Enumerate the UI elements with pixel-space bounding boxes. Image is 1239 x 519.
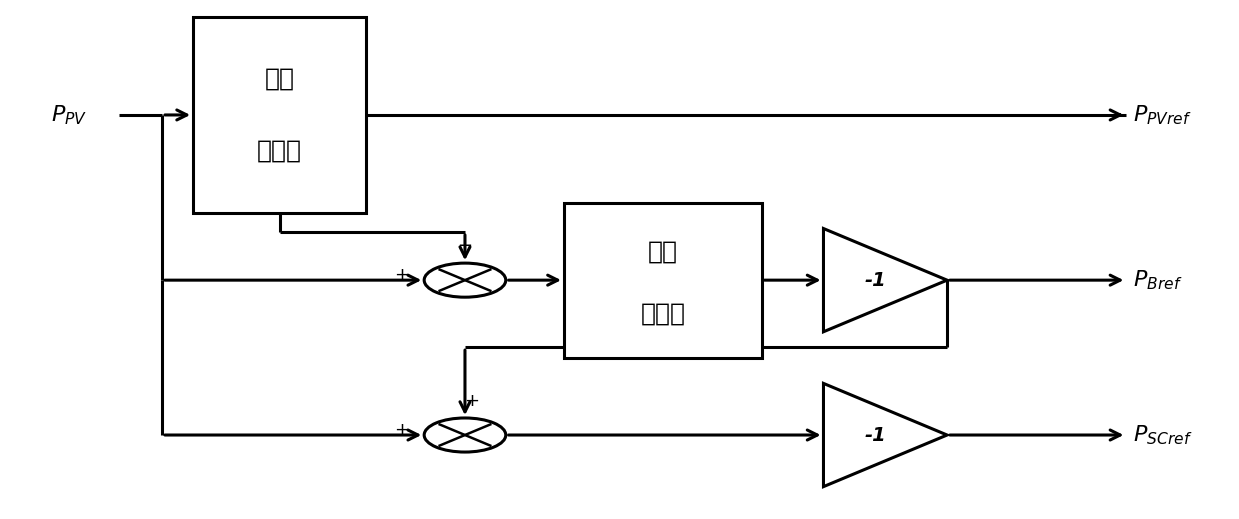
Bar: [564, 203, 762, 358]
Text: $P_{SCref}$: $P_{SCref}$: [1132, 423, 1192, 447]
Polygon shape: [824, 384, 947, 487]
Text: $P_{PV}$: $P_{PV}$: [51, 103, 87, 127]
Polygon shape: [824, 228, 947, 332]
Text: 滤波器: 滤波器: [641, 302, 685, 326]
Text: −: −: [457, 237, 472, 255]
Text: -1: -1: [865, 270, 886, 290]
Text: $P_{PVref}$: $P_{PVref}$: [1132, 103, 1192, 127]
Text: +: +: [394, 421, 409, 439]
Text: 一级: 一级: [265, 67, 295, 91]
Text: 滤波器: 滤波器: [256, 139, 302, 163]
Bar: [193, 17, 366, 213]
Text: -1: -1: [865, 426, 886, 444]
Circle shape: [424, 263, 506, 297]
Text: +: +: [463, 392, 478, 410]
Text: +: +: [394, 266, 409, 284]
Text: $P_{Bref}$: $P_{Bref}$: [1132, 268, 1182, 292]
Circle shape: [424, 418, 506, 452]
Text: 二级: 二级: [648, 240, 678, 264]
